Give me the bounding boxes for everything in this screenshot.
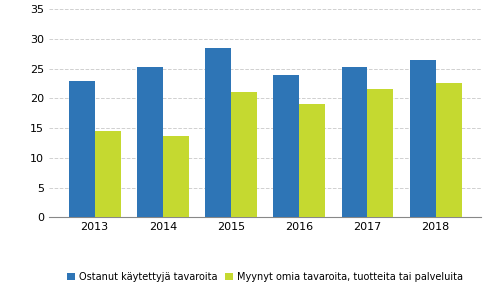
Bar (273, 75, 299, 217)
Bar (299, 104, 325, 217)
Bar (342, 67, 367, 217)
Legend: Ostanut käytettyjä tavaroita, Myynyt omia tavaroita, tuotteita tai palveluita: Ostanut käytettyjä tavaroita, Myynyt omi… (63, 268, 467, 286)
Bar (367, 89, 393, 217)
Bar (409, 60, 436, 217)
Bar (69, 81, 95, 217)
Bar (436, 83, 462, 217)
Bar (163, 136, 189, 217)
Bar (231, 92, 257, 217)
Bar (205, 48, 231, 217)
Bar (137, 67, 163, 217)
Bar (95, 131, 121, 217)
